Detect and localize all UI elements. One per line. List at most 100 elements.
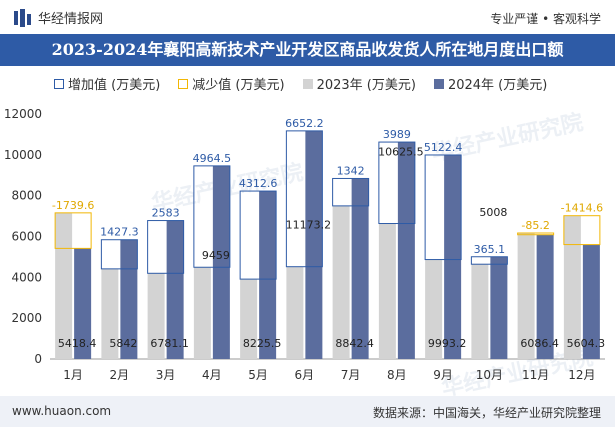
bar-2023 — [378, 223, 396, 359]
bar-2024 — [74, 248, 92, 359]
value-label-2024: 5008 — [479, 206, 507, 219]
x-tick-label: 10月 — [476, 368, 503, 382]
change-value-label: 1427.3 — [100, 226, 139, 239]
footer-website: www.huaon.com — [12, 404, 112, 418]
change-box-decrease — [517, 232, 555, 236]
value-label-2024: 9993.2 — [428, 337, 467, 350]
value-label-2024: 5842 — [109, 337, 137, 350]
x-tick-label: 9月 — [433, 368, 453, 382]
y-tick-label: 12000 — [4, 107, 42, 121]
x-tick-label: 11月 — [522, 368, 549, 382]
x-tick-label: 6月 — [295, 368, 315, 382]
value-label-2024: 8842.4 — [335, 337, 374, 350]
bar-2024 — [536, 234, 554, 359]
bar-2023 — [332, 205, 350, 359]
bar-2023 — [471, 264, 489, 359]
value-label-2024: 5418.4 — [58, 337, 97, 350]
y-tick-label: 4000 — [11, 270, 42, 284]
x-tick-label: 8月 — [387, 368, 407, 382]
y-tick-label: 8000 — [11, 189, 42, 203]
change-box-increase — [239, 190, 277, 280]
bar-2024 — [444, 154, 462, 359]
x-tick-label: 3月 — [156, 368, 176, 382]
value-label-2024: 5604.3 — [567, 337, 606, 350]
chart-title: 2023-2024年襄阳高新技术产业开发区商品收发货人所在地月度出口额 — [0, 34, 615, 66]
legend-label-2023: 2023年 (万美元) — [316, 78, 416, 93]
bar-chart-logo-icon — [14, 8, 32, 27]
y-tick-label: 10000 — [4, 148, 42, 162]
x-tick-label: 5月 — [248, 368, 268, 382]
legend-item-2024: 2024年 (万美元) — [433, 74, 548, 93]
change-box-increase — [332, 177, 370, 207]
legend-label-increase: 增加值 (万美元) — [68, 78, 161, 93]
legend-swatch-decrease — [178, 78, 189, 89]
bar-2023 — [55, 212, 73, 359]
legend-swatch-2023 — [302, 78, 313, 89]
change-box-increase — [285, 130, 323, 268]
x-tick-label: 7月 — [341, 368, 361, 382]
bar-2023 — [193, 267, 211, 359]
y-tick-label: 6000 — [11, 230, 42, 244]
change-value-label: -85.2 — [521, 219, 549, 232]
change-box-increase — [100, 239, 138, 270]
change-value-label: 5122.4 — [424, 141, 463, 154]
footer-source: 数据来源：中国海关，华经产业研究院整理 — [372, 406, 601, 420]
bar-2024 — [305, 130, 323, 359]
change-box-decrease — [54, 212, 92, 249]
change-value-label: -1414.6 — [561, 202, 603, 215]
change-value-label: 4964.5 — [193, 152, 232, 165]
change-value-label: -1739.6 — [52, 199, 94, 212]
bar-2023 — [240, 279, 258, 359]
legend: 增加值 (万美元) 减少值 (万美元) 2023年 (万美元) 2024年 (万… — [54, 74, 565, 93]
y-tick-label: 2000 — [11, 311, 42, 325]
change-box-increase — [470, 256, 508, 265]
bar-2023 — [286, 266, 304, 359]
change-value-label: 6652.2 — [285, 117, 324, 130]
bar-2024 — [259, 191, 277, 359]
legend-swatch-increase — [54, 78, 64, 89]
change-value-label: 4312.6 — [239, 177, 278, 190]
brand-name: 华经情报网 — [38, 12, 104, 27]
change-box-increase — [378, 141, 416, 225]
bar-2024 — [120, 239, 138, 359]
bar-2024 — [351, 178, 369, 359]
legend-item-decrease: 减少值 (万美元) — [178, 74, 285, 93]
legend-label-2024: 2024年 (万美元) — [447, 78, 548, 93]
bar-chart: 0 2000 4000 6000 8000 10000 12000 -1739.6 5418.4… — [4, 107, 606, 382]
change-value-label: 1342 — [337, 164, 365, 177]
value-label-2024: 11173.2 — [286, 219, 332, 232]
change-box-decrease — [563, 215, 601, 246]
bar-2024 — [397, 142, 415, 359]
value-label-2024: 9459 — [202, 249, 230, 262]
y-tick-label: 0 — [34, 352, 42, 366]
bar-2024 — [212, 165, 230, 359]
bar-2023 — [101, 268, 119, 359]
legend-swatch-2024 — [433, 78, 444, 89]
top-bar: 华经情报网 专业严谨 • 客观科学 — [0, 0, 615, 34]
value-label-2024: 8225.5 — [243, 337, 282, 350]
bar-2023 — [147, 273, 165, 359]
legend-label-decrease: 减少值 (万美元) — [192, 78, 285, 93]
bar-2023 — [563, 215, 581, 359]
bar-2023 — [517, 233, 535, 359]
change-box-increase — [193, 165, 231, 268]
slogan: 专业严谨 • 客观科学 — [490, 12, 601, 26]
bar-2024 — [166, 220, 184, 359]
change-box-increase — [424, 154, 462, 261]
x-tick-label: 12月 — [568, 368, 595, 382]
legend-item-increase: 增加值 (万美元) — [54, 74, 160, 93]
brand: 华经情报网 — [14, 8, 103, 27]
value-label-2024: 10625.5 — [378, 146, 424, 159]
x-tick-label: 4月 — [202, 368, 222, 382]
value-label-2024: 6781.1 — [150, 337, 189, 350]
legend-item-2023: 2023年 (万美元) — [302, 74, 416, 93]
change-box-increase — [147, 220, 185, 274]
footer: www.huaon.com 数据来源：中国海关，华经产业研究院整理 — [0, 396, 615, 427]
bar-2024 — [490, 256, 508, 359]
change-value-label: 3989 — [383, 128, 411, 141]
x-tick-label: 2月 — [110, 368, 130, 382]
change-value-label: 2583 — [152, 207, 180, 220]
value-label-2024: 6086.4 — [520, 337, 559, 350]
change-value-label: 365.1 — [474, 243, 506, 256]
bar-2023 — [425, 259, 443, 359]
